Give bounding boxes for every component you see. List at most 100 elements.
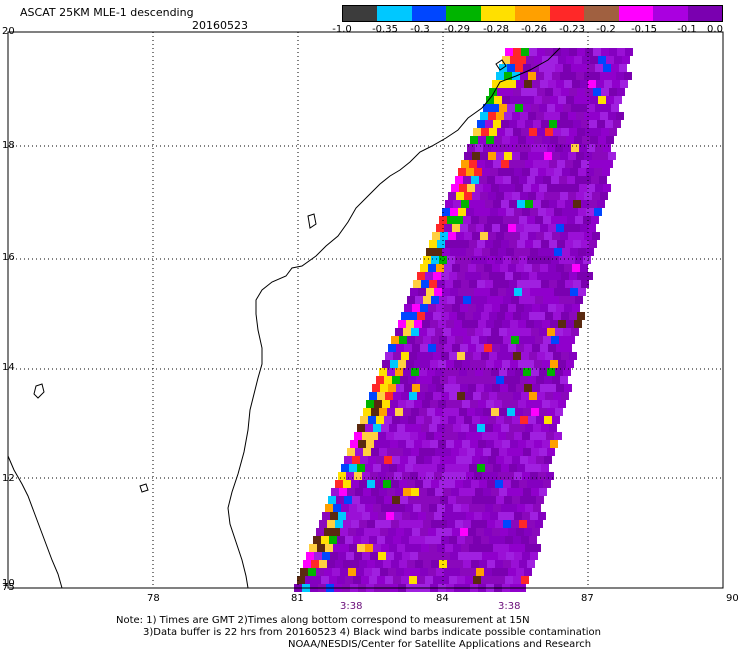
swath-cell [412, 304, 420, 312]
swath-cell [475, 408, 483, 416]
swath-cell [537, 88, 545, 96]
swath-cell [452, 264, 460, 272]
swath-cell [360, 496, 368, 504]
swath-cell [589, 240, 597, 248]
swath-cell [399, 480, 407, 488]
swath-cell [537, 312, 545, 320]
swath-cell [355, 448, 363, 456]
swath-cell [501, 544, 509, 552]
swath-cell [340, 528, 348, 536]
swath-cell [379, 448, 387, 456]
swath-cell [449, 392, 457, 400]
swath-cell [485, 464, 493, 472]
island [33, 59, 507, 493]
swath-cell [601, 48, 609, 56]
swath-cell [611, 64, 619, 72]
swath-cell [418, 472, 426, 480]
swath-cell [460, 344, 468, 352]
swath-cell [599, 176, 607, 184]
swath-cell [606, 136, 614, 144]
swath-cell [365, 544, 373, 552]
swath-cell [503, 480, 511, 488]
swath-cell [396, 384, 404, 392]
swath-cell [539, 368, 547, 376]
swath-cell [490, 432, 498, 440]
swath-cell [529, 536, 537, 544]
swath-cell [491, 448, 499, 456]
swath-cell [527, 216, 535, 224]
swath-cell [465, 536, 473, 544]
swath-cell [590, 136, 598, 144]
swath-cell [401, 352, 409, 360]
swath-cell [424, 496, 432, 504]
swath-cell [578, 208, 586, 216]
swath-cell [515, 64, 523, 72]
swath-cell [538, 512, 546, 520]
swath-cell [510, 96, 518, 104]
swath-cell [425, 272, 433, 280]
swath-cell [440, 456, 448, 464]
swath-cell [460, 528, 468, 536]
swath-cell [613, 120, 621, 128]
swath-cell [552, 152, 560, 160]
swath-cell [491, 368, 499, 376]
swath-cell [593, 48, 601, 56]
swath-cell [560, 192, 568, 200]
swath-cell [459, 488, 467, 496]
swath-cell [303, 560, 311, 568]
swath-cell [502, 96, 510, 104]
swath-cell [407, 296, 415, 304]
swath-cell [575, 296, 583, 304]
swath-cell [501, 504, 509, 512]
swath-cell [516, 80, 524, 88]
swath-cell [564, 344, 572, 352]
swath-cell [379, 368, 387, 376]
swath-cell [505, 536, 513, 544]
swath-cell [452, 528, 460, 536]
swath-cell [474, 512, 482, 520]
swath-cell [436, 344, 444, 352]
swath-cell [600, 152, 608, 160]
swath-cell [587, 184, 595, 192]
swath-cell [520, 152, 528, 160]
swath-cell [485, 160, 493, 168]
swath-cell [445, 464, 453, 472]
swath-cell [593, 128, 601, 136]
swath-cell [385, 576, 393, 584]
swath-cell [466, 288, 474, 296]
swath-cell [381, 464, 389, 472]
swath-cell [335, 520, 343, 528]
swath-cell [569, 48, 577, 56]
swath-cell [493, 240, 501, 248]
swath-cell [564, 304, 572, 312]
swath-cell [598, 56, 606, 64]
swath-cell [434, 432, 442, 440]
swath-cell [534, 56, 542, 64]
swath-cell [402, 472, 410, 480]
swath-cell [381, 544, 389, 552]
swath-cell [319, 560, 327, 568]
swath-cell [563, 184, 571, 192]
swath-cell [484, 344, 492, 352]
swath-cell [546, 288, 554, 296]
swath-cell [582, 96, 590, 104]
swath-cell [381, 424, 389, 432]
swath-cell [392, 416, 400, 424]
swath-cell [518, 440, 526, 448]
swath-cell [476, 568, 484, 576]
swath-cell [511, 336, 519, 344]
swath-cell [546, 248, 554, 256]
swath-cell [576, 152, 584, 160]
swath-cell [405, 504, 413, 512]
swath-cell [501, 200, 509, 208]
swath-cell [402, 512, 410, 520]
y-tick-label: 20 [2, 26, 15, 37]
swath-cell [405, 424, 413, 432]
swath-cell [415, 560, 423, 568]
swath-cell [488, 152, 496, 160]
swath-cell [515, 328, 523, 336]
swath-cell [372, 568, 380, 576]
swath-cell [506, 288, 514, 296]
swath-cell [397, 464, 405, 472]
swath-cell [435, 328, 443, 336]
